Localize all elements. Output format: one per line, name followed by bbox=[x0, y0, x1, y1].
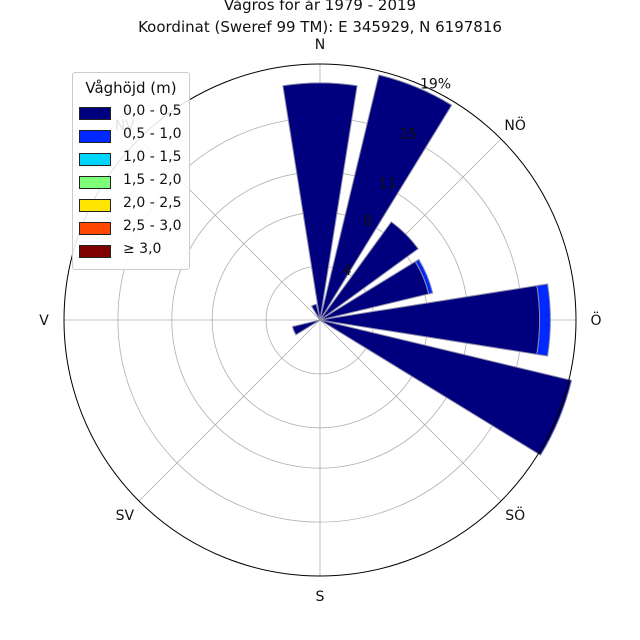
legend-label: 1,0 - 1,5 bbox=[123, 149, 182, 165]
legend-label: 0,5 - 1,0 bbox=[123, 126, 182, 142]
direction-label: N bbox=[315, 37, 325, 53]
polar-frame bbox=[63, 63, 577, 577]
radial-tick-label: 15 bbox=[399, 126, 417, 142]
legend-swatch bbox=[79, 130, 111, 143]
wedge-bar bbox=[319, 74, 453, 321]
legend-label: 0,0 - 0,5 bbox=[123, 103, 182, 119]
legend: Våghöjd (m) 0,0 - 0,5 0,5 - 1,0 1,0 - 1,… bbox=[72, 72, 190, 270]
radial-tick-label: 19% bbox=[420, 76, 451, 92]
legend-label: 1,5 - 2,0 bbox=[123, 172, 182, 188]
legend-swatch bbox=[79, 245, 111, 258]
direction-label: Ö bbox=[590, 311, 601, 329]
wedge-bar bbox=[319, 221, 419, 321]
wedge-bar bbox=[536, 283, 551, 357]
legend-swatch bbox=[79, 222, 111, 235]
radial-tick-label: 11 bbox=[379, 176, 397, 192]
legend-title: Våghöjd (m) bbox=[85, 79, 177, 97]
direction-label: SÖ bbox=[505, 506, 525, 524]
direction-label: SV bbox=[116, 508, 135, 524]
grid-spoke bbox=[138, 319, 321, 502]
legend-swatch bbox=[79, 176, 111, 189]
grid-spoke bbox=[319, 319, 502, 502]
legend-swatch bbox=[79, 199, 111, 212]
chart-subtitle: Koordinat (Sweref 99 TM): E 345929, N 61… bbox=[138, 18, 502, 36]
legend-swatch bbox=[79, 153, 111, 166]
radial-tick-label: 4 bbox=[343, 263, 352, 279]
wedge-bar bbox=[282, 82, 358, 321]
chart-title: Vågros för år 1979 - 2019 bbox=[223, 0, 417, 14]
wedge-bar bbox=[291, 319, 321, 336]
direction-label: S bbox=[316, 589, 325, 605]
direction-label: V bbox=[39, 313, 49, 329]
radial-tick-label: 8 bbox=[363, 213, 372, 229]
legend-label: ≥ 3,0 bbox=[123, 241, 162, 257]
legend-label: 2,5 - 3,0 bbox=[123, 218, 182, 234]
legend-label: 2,0 - 2,5 bbox=[123, 195, 182, 211]
direction-label: NÖ bbox=[504, 116, 526, 134]
legend-swatch bbox=[79, 107, 111, 120]
wedge-bar bbox=[414, 258, 434, 295]
wedge-bar bbox=[319, 319, 573, 456]
wedge-bar bbox=[310, 303, 321, 321]
